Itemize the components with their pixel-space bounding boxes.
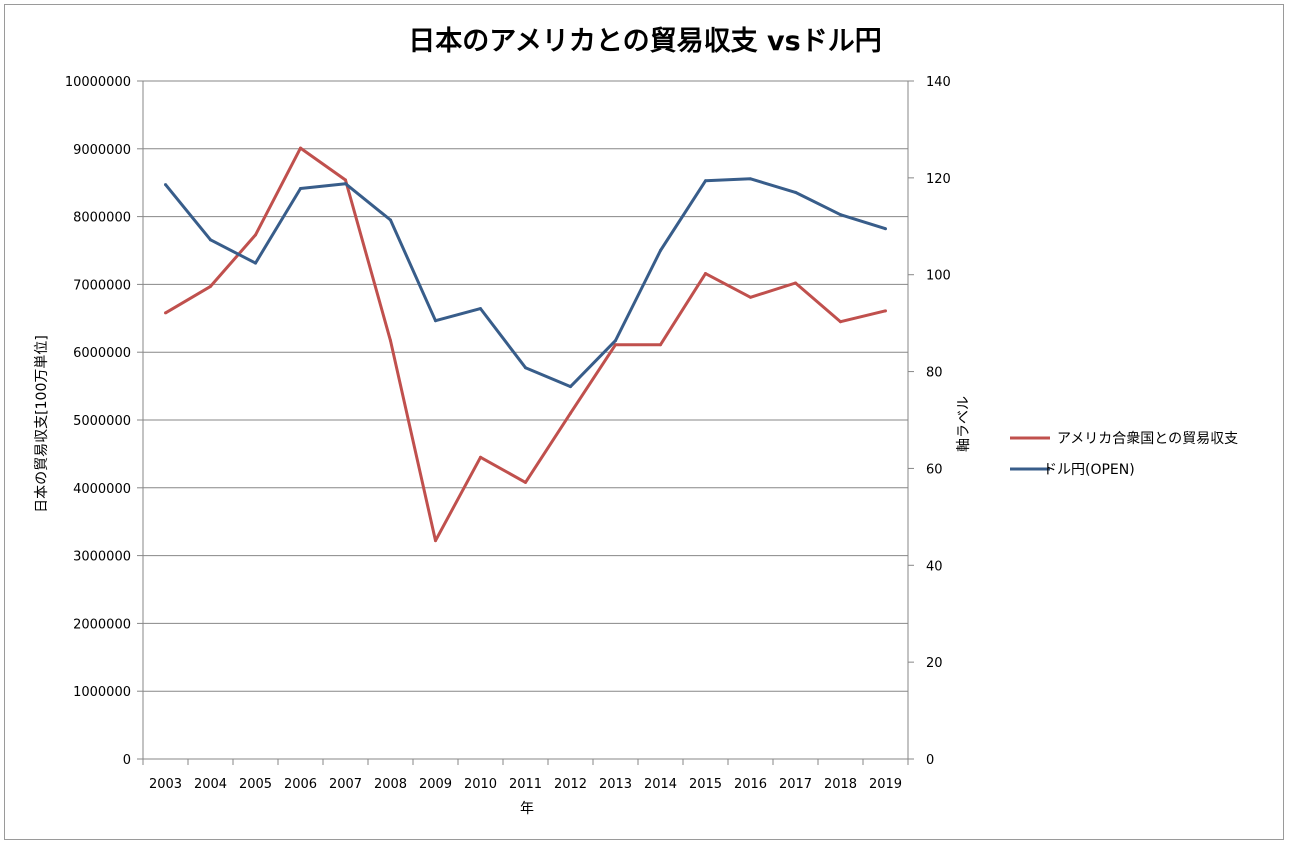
left-tick-label: 9000000 <box>73 143 131 158</box>
data-point-1 <box>524 366 527 370</box>
x-tick-label: 2014 <box>644 777 677 792</box>
data-point-1 <box>434 319 437 323</box>
axes <box>137 80 914 765</box>
grid-lines <box>143 80 908 692</box>
right-tick-label: 20 <box>926 656 943 671</box>
tick-labels: 0 1000000 2000000 3000000 4000000 5000000 6000… <box>65 75 951 792</box>
data-point-1 <box>794 190 797 194</box>
x-tick-label: 2017 <box>779 777 812 792</box>
x-tick-label: 2006 <box>284 777 317 792</box>
data-point-0 <box>434 539 437 543</box>
x-tick-label: 2019 <box>869 777 902 792</box>
data-point-0 <box>299 146 302 150</box>
left-tick-label: 8000000 <box>73 211 131 226</box>
chart-frame: 日本のアメリカとの貿易収支 vsドル円 0 1000000 2000000 30000… <box>4 4 1284 840</box>
data-point-0 <box>344 178 347 182</box>
data-point-0 <box>479 455 482 459</box>
data-point-1 <box>614 339 617 343</box>
series-line-1 <box>164 177 886 389</box>
data-point-1 <box>389 218 392 222</box>
right-tick-label: 80 <box>926 366 943 381</box>
x-tick-label: 2005 <box>239 777 272 792</box>
left-tick-label: 4000000 <box>73 482 131 497</box>
x-tick-label: 2008 <box>374 777 407 792</box>
data-point-1 <box>704 179 707 183</box>
chart-svg: 日本のアメリカとの貿易収支 vsドル円 0 1000000 2000000 30000… <box>34 26 1238 817</box>
chart-title: 日本のアメリカとの貿易収支 vsドル円 <box>408 26 881 57</box>
data-point-1 <box>254 261 257 265</box>
data-point-1 <box>884 227 887 231</box>
data-point-0 <box>569 411 572 415</box>
x-tick-label: 2009 <box>419 777 452 792</box>
y-axis-right-title: 軸ラベル <box>956 396 972 452</box>
data-point-1 <box>209 238 212 242</box>
data-point-0 <box>254 233 257 237</box>
data-point-1 <box>164 183 167 187</box>
left-tick-label: 7000000 <box>73 278 131 293</box>
legend-label-1: ドル円(OPEN) <box>1043 462 1135 478</box>
left-tick-label: 1000000 <box>73 685 131 700</box>
x-tick-label: 2004 <box>194 777 227 792</box>
right-tick-label: 120 <box>926 172 951 187</box>
right-tick-label: 140 <box>926 75 951 90</box>
x-tick-label: 2018 <box>824 777 857 792</box>
data-point-0 <box>884 309 887 313</box>
data-point-0 <box>614 343 617 347</box>
right-tick-label: 60 <box>926 462 943 477</box>
left-tick-label: 2000000 <box>73 617 131 632</box>
data-point-0 <box>704 272 707 276</box>
x-tick-label: 2015 <box>689 777 722 792</box>
data-point-0 <box>209 284 212 288</box>
data-point-0 <box>659 343 662 347</box>
right-tick-label: 0 <box>926 753 934 768</box>
data-point-0 <box>524 480 527 484</box>
data-point-1 <box>749 177 752 181</box>
data-point-1 <box>659 249 662 252</box>
x-tick-label: 2011 <box>509 777 542 792</box>
data-point-0 <box>164 311 167 315</box>
data-point-1 <box>479 307 482 311</box>
left-tick-label: 0 <box>123 753 131 768</box>
left-tick-label: 6000000 <box>73 346 131 361</box>
data-point-1 <box>344 182 347 186</box>
series-lines <box>164 146 887 543</box>
legend-label-0: アメリカ合衆国との貿易収支 <box>1057 431 1238 447</box>
x-axis-title: 年 <box>520 801 534 817</box>
data-point-0 <box>749 295 752 299</box>
data-point-0 <box>389 339 392 343</box>
x-tick-label: 2003 <box>149 777 182 792</box>
left-tick-label: 3000000 <box>73 550 131 565</box>
data-point-0 <box>839 320 842 324</box>
x-tick-label: 2012 <box>554 777 587 792</box>
x-tick-label: 2016 <box>734 777 767 792</box>
left-tick-label: 5000000 <box>73 414 131 429</box>
data-point-0 <box>794 281 797 285</box>
data-point-1 <box>299 187 302 191</box>
y-axis-left-title: 日本の貿易収支[100万単位] <box>34 335 50 513</box>
right-tick-label: 40 <box>926 559 943 574</box>
right-tick-label: 100 <box>926 269 951 284</box>
x-tick-label: 2010 <box>464 777 497 792</box>
x-tick-label: 2013 <box>599 777 632 792</box>
x-tick-label: 2007 <box>329 777 362 792</box>
left-tick-label: 10000000 <box>65 75 131 90</box>
data-point-1 <box>839 213 842 217</box>
data-point-1 <box>569 385 572 389</box>
